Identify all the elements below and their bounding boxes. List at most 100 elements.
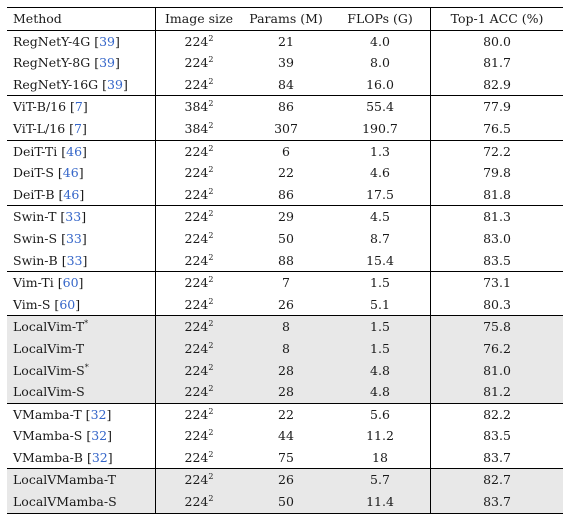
image-size-exponent: 2 <box>208 55 214 65</box>
method-name: DeiT-S <box>13 165 54 181</box>
citation-ref: 39 <box>107 76 123 92</box>
acc-cell: 81.3 <box>483 209 511 225</box>
method-name: LocalVMamba-S <box>13 494 117 510</box>
acc-cell: 82.7 <box>430 468 563 492</box>
method-name: LocalVim-T <box>13 340 85 356</box>
flops-cell: 4.5 <box>330 205 431 228</box>
image-size-cell: 2242 <box>156 250 243 272</box>
flops-cell: 190.7 <box>330 117 431 141</box>
image-size-base: 224 <box>184 143 209 159</box>
citation-ref: 46 <box>62 165 79 181</box>
method-cell: LocalVim-S <box>7 381 156 404</box>
image-size-base: 224 <box>184 76 209 92</box>
acc-cell: 77.9 <box>483 99 511 115</box>
method-name: DeiT-B <box>13 186 55 202</box>
image-size-cell: 2242 <box>156 294 243 316</box>
flops-cell: 15.4 <box>330 249 431 272</box>
image-size-base: 224 <box>184 340 209 356</box>
method-cell: LocalVMamba-T <box>7 468 156 492</box>
acc-cell: 81.8 <box>483 186 511 202</box>
image-size-exponent: 2 <box>208 230 214 240</box>
image-size-exponent: 2 <box>208 120 214 130</box>
image-size-exponent: 2 <box>208 143 214 153</box>
params-cell: 7 <box>282 275 290 291</box>
table-row: LocalVMamba-S 2242 50 11.4 83.7 <box>7 491 563 514</box>
method-name: ViT-B/16 <box>13 99 67 115</box>
row-group: LocalVMamba-T 2242 26 5.7 82.7 LocalVMamba-S 2… <box>7 468 563 514</box>
method-name: ViT-L/16 <box>13 120 66 136</box>
method-cell: RegNetY-16G [39] <box>7 73 156 96</box>
image-size-base: 224 <box>184 230 209 246</box>
table-row: ViT-L/16 [7] 3842 307 190.7 76.5 <box>7 117 563 141</box>
params-cell: 8 <box>242 315 330 338</box>
method-name: VMamba-T <box>13 406 82 422</box>
table-row: VMamba-S [32] 2242 44 11.2 83.5 <box>7 425 563 447</box>
method-cell: VMamba-S [32] <box>7 425 156 447</box>
image-size-exponent: 2 <box>208 275 214 285</box>
method-name: Swin-S <box>13 230 58 246</box>
params-cell: 28 <box>242 359 330 382</box>
citation-ref: 60 <box>62 275 79 291</box>
header-top1-acc: Top-1 ACC (%) <box>450 11 544 26</box>
image-size-base: 224 <box>184 472 209 488</box>
image-size-exponent: 2 <box>208 165 214 175</box>
image-size-exponent: 2 <box>208 186 214 196</box>
method-cell: DeiT-B [46] <box>7 183 156 206</box>
image-size-exponent: 2 <box>208 449 214 459</box>
citation-ref: 32 <box>90 406 107 422</box>
method-name: RegNetY-8G <box>13 55 91 71</box>
results-table: Method Image size Params (M) FLOPs (G) T… <box>7 7 563 514</box>
method-name: Swin-T <box>13 209 57 225</box>
table-row: ViT-B/16 [7] 3842 86 55.4 77.9 <box>7 95 563 118</box>
header-flops: FLOPs (G) <box>330 7 431 31</box>
params-cell: 75 <box>278 449 294 465</box>
params-cell: 307 <box>274 120 298 136</box>
image-size-exponent: 2 <box>208 428 214 438</box>
image-size-cell: 2242 <box>156 52 243 74</box>
image-size-cell: 2242 <box>156 30 243 52</box>
acc-cell: 73.1 <box>483 275 511 291</box>
image-size-base: 224 <box>184 494 209 510</box>
table-row: LocalVim-S 2242 28 4.8 81.2 <box>7 381 563 404</box>
row-group: ViT-B/16 [7] 3842 86 55.4 77.9 ViT-L/16 [7] 38… <box>7 95 563 141</box>
citation-ref: 46 <box>63 186 80 202</box>
acc-cell: 82.9 <box>483 76 511 92</box>
method-name: Vim-S <box>13 296 51 312</box>
citation-ref: 32 <box>91 449 108 465</box>
params-cell: 39 <box>278 55 294 71</box>
image-size-exponent: 2 <box>208 472 214 482</box>
image-size-cell: 2242 <box>156 74 243 96</box>
row-group: VMamba-T [32] 2242 22 5.6 82.2 VMamba-S [32] 2… <box>7 403 563 469</box>
method-cell: ViT-L/16 [7] <box>7 117 156 141</box>
image-size-base: 224 <box>184 209 209 225</box>
method-cell: RegNetY-4G [39] <box>7 30 156 53</box>
table-row: DeiT-B [46] 2242 86 17.5 81.8 <box>7 183 563 206</box>
flops-cell: 4.0 <box>330 30 431 53</box>
flops-cell: 5.7 <box>330 468 431 492</box>
table-row: Swin-S [33] 2242 50 8.7 83.0 <box>7 227 563 250</box>
image-size-base: 224 <box>184 406 209 422</box>
image-size-base: 224 <box>184 384 209 400</box>
acc-cell: 83.5 <box>483 428 511 444</box>
table-row: RegNetY-4G [39] 2242 21 4.0 80.0 <box>7 30 563 53</box>
method-cell: Swin-B [33] <box>7 249 156 272</box>
image-size-base: 384 <box>184 120 209 136</box>
acc-cell: 83.5 <box>483 252 511 268</box>
row-group: RegNetY-4G [39] 2242 21 4.0 80.0 RegNetY-8G [… <box>7 30 563 96</box>
image-size-cell: 2242 <box>156 140 243 162</box>
acc-cell: 81.7 <box>483 55 511 71</box>
method-cell: DeiT-S [46] <box>7 162 156 184</box>
citation-ref: 60 <box>59 296 76 312</box>
table-row: RegNetY-8G [39] 2242 39 8.0 81.7 <box>7 52 563 74</box>
image-size-exponent: 2 <box>208 362 214 372</box>
params-cell: 88 <box>278 252 294 268</box>
table-row: VMamba-T [32] 2242 22 5.6 82.2 <box>7 403 563 426</box>
method-name: RegNetY-4G <box>13 33 91 49</box>
image-size-base: 224 <box>184 275 209 291</box>
image-size-base: 224 <box>184 186 209 202</box>
flops-cell: 18 <box>330 446 431 469</box>
table-row: DeiT-Ti [46] 2242 6 1.3 72.2 <box>7 140 563 163</box>
image-size-exponent: 2 <box>208 319 214 329</box>
method-name: LocalVMamba-T <box>13 472 116 488</box>
row-group: Vim-Ti [60] 2242 7 1.5 73.1 Vim-S [60] 2242 26 5… <box>7 271 563 316</box>
